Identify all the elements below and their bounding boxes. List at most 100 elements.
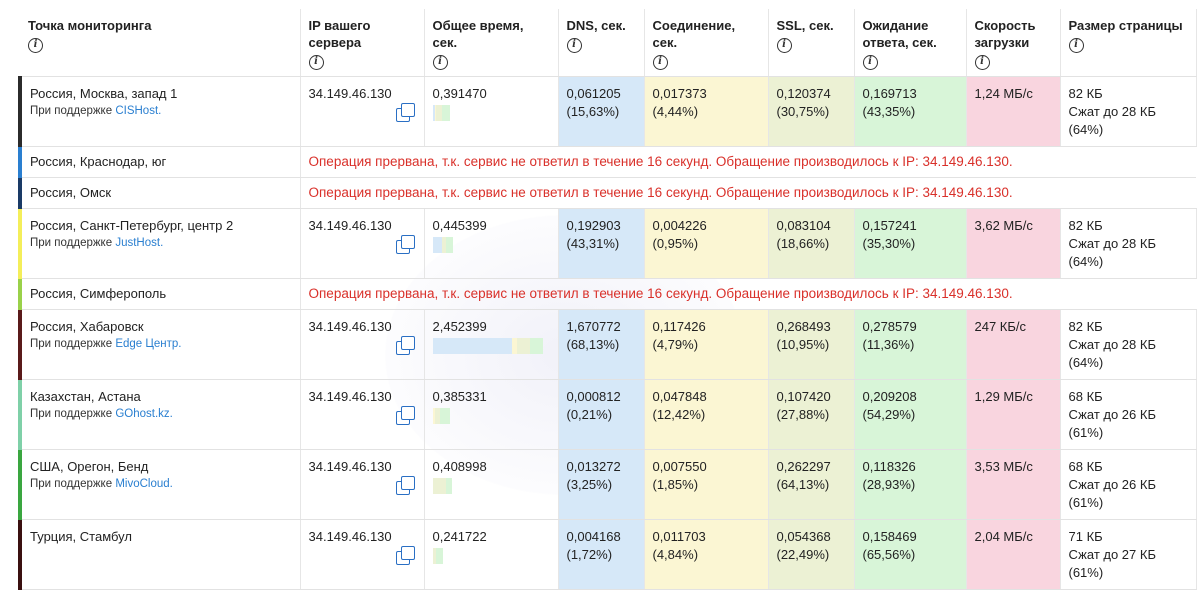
dns-time: 0,061205 — [566, 85, 621, 101]
connect-cell: 0,007550 (1,85%) — [644, 449, 769, 520]
column-header-7: Скорость загрузки i — [966, 9, 1061, 77]
connect-percent: (12,42%) — [652, 406, 706, 422]
info-icon[interactable]: i — [776, 38, 792, 53]
download-speed: 1,24 МБ/с — [974, 85, 1033, 101]
timing-bar-segment — [517, 337, 530, 354]
error-message: Операция прервана, т.к. сервис не ответи… — [308, 153, 1013, 169]
total-time: 0,408998 — [432, 458, 487, 474]
total-time-cell: 2,452399 — [424, 309, 559, 380]
connect-cell: 0,017373 (4,44%) — [644, 76, 769, 147]
location-name: Россия, Москва, запад 1 — [30, 85, 178, 101]
timing-bar — [432, 104, 552, 121]
sponsor-link[interactable]: GOhost.kz. — [115, 407, 173, 420]
column-header-label: SSL, сек. — [776, 18, 834, 33]
error-message: Операция прервана, т.к. сервис не ответи… — [308, 184, 1013, 200]
info-icon[interactable]: i — [862, 55, 878, 70]
dns-time: 0,013272 — [566, 458, 621, 474]
connect-percent: (1,85%) — [652, 476, 699, 492]
info-icon[interactable]: i — [652, 55, 668, 70]
server-ip: 34.149.46.130 — [308, 388, 392, 404]
speed-cell: 3,53 МБ/с — [966, 449, 1061, 520]
timing-bar-segment — [436, 104, 442, 121]
server-ip: 34.149.46.130 — [308, 318, 392, 334]
compressed-percent: (61%) — [1068, 564, 1104, 580]
info-icon[interactable]: i — [308, 55, 324, 70]
timing-bar-segment — [432, 407, 435, 424]
ssl-cell: 0,120374 (30,75%) — [768, 76, 855, 147]
info-icon[interactable]: i — [28, 38, 43, 53]
info-icon[interactable]: i — [432, 55, 448, 70]
sponsor-link[interactable]: CISHost. — [115, 104, 162, 117]
sponsor-link[interactable]: Edge Центр. — [115, 337, 182, 350]
column-header-0: Точка мониторинга i — [20, 9, 301, 77]
compressed-size: Сжат до 26 КБ — [1068, 476, 1156, 492]
ssl-percent: (30,75%) — [776, 103, 830, 119]
page-size: 68 КБ — [1068, 458, 1103, 474]
timing-bar-segment — [529, 337, 543, 354]
speed-cell: 247 КБ/с — [966, 309, 1061, 380]
error-message: Операция прервана, т.к. сервис не ответи… — [308, 285, 1013, 301]
size-cell: 68 КБ Сжат до 26 КБ (61%) — [1060, 449, 1197, 520]
timing-bar-segment — [433, 477, 447, 494]
location-cell: Казахстан, Астана При поддержке GOhost.kz… — [18, 379, 301, 450]
error-cell: Операция прервана, т.к. сервис не ответи… — [300, 146, 1196, 178]
ssl-percent: (64,13%) — [776, 476, 830, 492]
timing-bar-segment — [432, 337, 512, 354]
error-cell: Операция прервана, т.к. сервис не ответи… — [300, 177, 1196, 209]
copy-icon[interactable] — [395, 405, 416, 426]
column-header-label: Общее время, сек. — [432, 18, 524, 50]
copy-icon[interactable] — [395, 102, 416, 123]
ip-cell: 34.149.46.130 — [300, 208, 425, 279]
ssl-cell: 0,262297 (64,13%) — [768, 449, 855, 520]
location-name: Россия, Симферополь — [30, 285, 167, 301]
wait-percent: (54,29%) — [862, 406, 916, 422]
sponsor-prefix: При поддержке — [30, 104, 113, 117]
size-cell: 71 КБ Сжат до 27 КБ (61%) — [1060, 519, 1197, 590]
dns-percent: (15,63%) — [566, 103, 620, 119]
connect-percent: (4,44%) — [652, 103, 699, 119]
info-icon[interactable]: i — [566, 38, 582, 53]
copy-icon[interactable] — [395, 234, 416, 255]
location-name: Турция, Стамбул — [30, 528, 132, 544]
wait-percent: (28,93%) — [862, 476, 916, 492]
info-icon[interactable]: i — [974, 55, 990, 70]
dns-percent: (68,13%) — [566, 336, 620, 352]
timing-bar — [432, 477, 552, 494]
ssl-percent: (22,49%) — [776, 546, 830, 562]
total-time: 2,452399 — [432, 318, 487, 334]
server-ip: 34.149.46.130 — [308, 85, 392, 101]
copy-icon[interactable] — [395, 475, 416, 496]
ssl-percent: (27,88%) — [776, 406, 830, 422]
timing-bar-segment — [435, 104, 437, 121]
timing-bar — [432, 337, 552, 354]
ssl-time: 0,054368 — [776, 528, 831, 544]
download-speed: 2,04 МБ/с — [974, 528, 1033, 544]
copy-icon[interactable] — [395, 545, 416, 566]
total-time-cell: 0,241722 — [424, 519, 559, 590]
ssl-cell: 0,083104 (18,66%) — [768, 208, 855, 279]
dns-time: 1,670772 — [566, 318, 621, 334]
timing-bar — [432, 547, 552, 564]
column-header-label: Размер страницы — [1068, 18, 1183, 33]
location-name: Казахстан, Астана — [30, 388, 141, 404]
wait-time: 0,158469 — [862, 528, 917, 544]
column-header-3: DNS, сек. i — [558, 9, 645, 77]
timing-bar-segment — [441, 104, 450, 121]
sponsor-link[interactable]: JustHost. — [115, 236, 164, 249]
info-icon[interactable]: i — [1068, 38, 1084, 53]
connect-time: 0,117426 — [652, 318, 706, 334]
location-cell: Россия, Москва, запад 1 При поддержке CIS… — [18, 76, 301, 147]
ip-cell: 34.149.46.130 — [300, 449, 425, 520]
sponsor-prefix: При поддержке — [30, 477, 113, 490]
sponsor-link[interactable]: MivoCloud. — [115, 477, 173, 490]
speed-cell: 3,62 МБ/с — [966, 208, 1061, 279]
column-header-label: Соединение, сек. — [652, 18, 736, 50]
compressed-size: Сжат до 28 КБ — [1068, 235, 1156, 251]
table-body: Россия, Москва, запад 1 При поддержке CIS… — [18, 76, 1197, 590]
table-row: США, Орегон, Бенд При поддержке MivoCloud… — [18, 449, 1197, 520]
dns-time: 0,004168 — [566, 528, 621, 544]
column-header-label: Скорость загрузки — [974, 18, 1036, 50]
copy-icon[interactable] — [395, 335, 416, 356]
dns-cell: 0,004168 (1,72%) — [558, 519, 645, 590]
compressed-size: Сжат до 26 КБ — [1068, 406, 1156, 422]
